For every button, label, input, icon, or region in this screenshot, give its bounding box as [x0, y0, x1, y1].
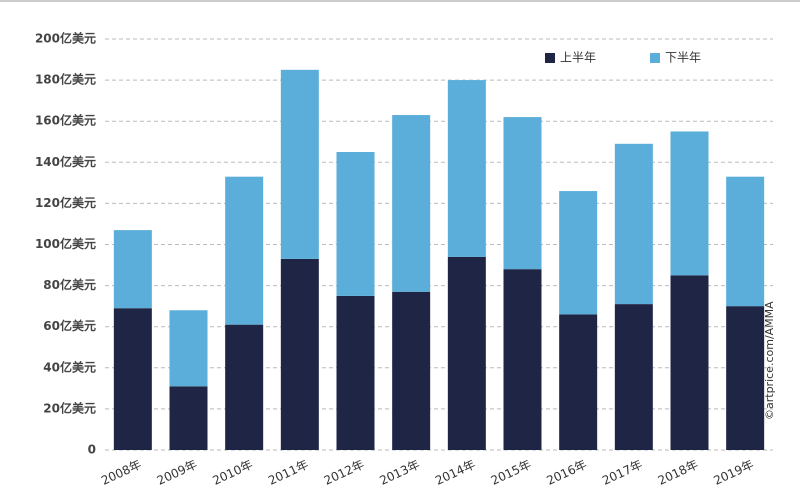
bar-segment	[225, 176, 264, 325]
x-tick-label: 2008年	[99, 457, 143, 488]
x-tick-label: 2014年	[433, 457, 477, 488]
x-tick-label: 2013年	[377, 457, 421, 488]
y-tick-label: 40亿美元	[43, 359, 96, 374]
y-tick-label: 120亿美元	[35, 195, 96, 210]
bar-segment	[336, 295, 375, 450]
bar-segment	[670, 131, 709, 276]
bar-segment	[614, 304, 653, 450]
bar-segment	[726, 306, 765, 450]
bar-segment	[392, 291, 431, 450]
legend-label: 上半年	[560, 51, 596, 65]
bar-segment	[336, 152, 375, 296]
x-tick-label: 2018年	[656, 457, 700, 488]
x-tick-label: 2011年	[266, 457, 310, 488]
bar-segment	[169, 386, 208, 450]
bar-segment	[614, 143, 653, 305]
bar-segment	[670, 275, 709, 450]
x-tick-label: 2012年	[322, 457, 366, 488]
source-credit: ©artprice.com/AMMA	[763, 301, 776, 420]
y-tick-label: 200亿美元	[35, 31, 96, 46]
bar-segment	[280, 69, 319, 259]
bar-segment	[169, 310, 208, 387]
bar-segment	[503, 269, 542, 450]
bar-segment	[447, 256, 486, 450]
y-tick-label: 80亿美元	[43, 277, 96, 292]
legend-label: 下半年	[665, 51, 701, 65]
legend-swatch	[650, 53, 660, 63]
bar-segment	[503, 117, 542, 270]
y-tick-label: 0	[88, 443, 96, 457]
bar-segment	[559, 191, 598, 315]
bar-segment	[225, 324, 264, 450]
bar-segment	[113, 230, 152, 309]
x-tick-label: 2019年	[711, 457, 755, 488]
y-tick-label: 20亿美元	[43, 400, 96, 415]
x-tick-label: 2009年	[155, 457, 199, 488]
legend-swatch	[545, 53, 555, 63]
bar-segment	[726, 176, 765, 307]
x-tick-label: 2016年	[544, 457, 588, 488]
x-tick-label: 2015年	[489, 457, 533, 488]
y-tick-label: 160亿美元	[35, 113, 96, 128]
bar-segment	[113, 308, 152, 450]
y-tick-label: 140亿美元	[35, 154, 96, 169]
bar-segment	[447, 80, 486, 257]
y-tick-label: 100亿美元	[35, 236, 96, 251]
y-tick-label: 60亿美元	[43, 318, 96, 333]
x-tick-label: 2017年	[600, 457, 644, 488]
y-tick-label: 180亿美元	[35, 72, 96, 87]
bar-segment	[559, 314, 598, 450]
x-tick-label: 2010年	[210, 457, 254, 488]
bar-segment	[280, 258, 319, 450]
bar-segment	[392, 115, 431, 292]
